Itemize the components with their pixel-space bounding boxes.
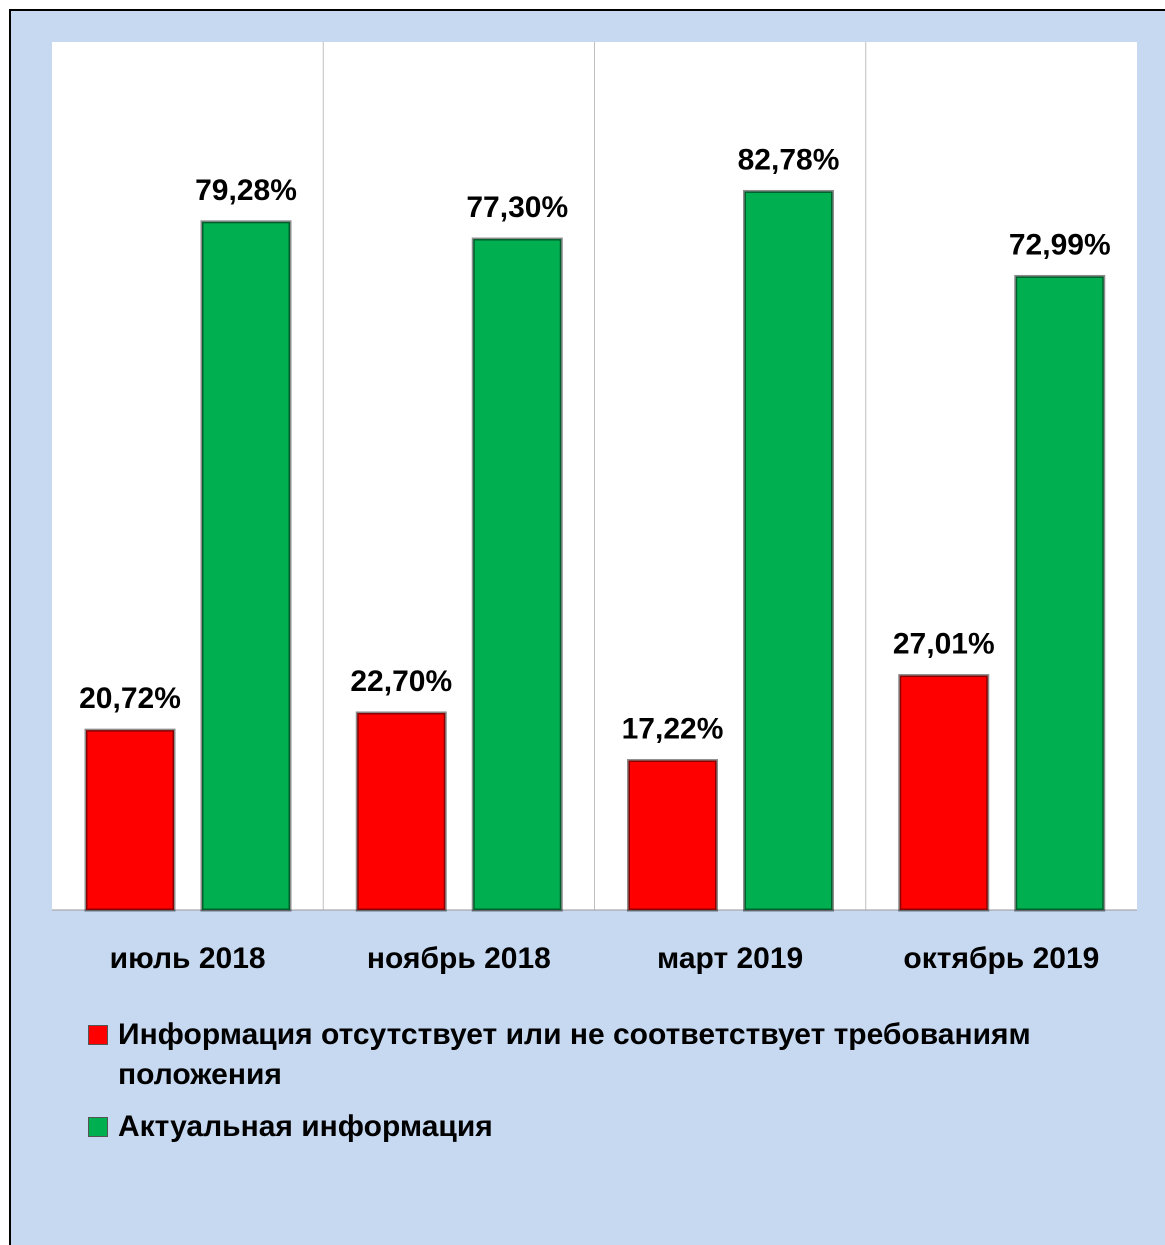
x-tick-label: март 2019 (657, 942, 803, 975)
legend-item: Информация отсутствует или не соответств… (88, 1015, 1128, 1095)
bar (84, 728, 176, 912)
data-label: 72,99% (1009, 228, 1111, 261)
data-label: 17,22% (622, 712, 724, 745)
legend-swatch (88, 1025, 108, 1045)
bar (200, 220, 292, 912)
legend: Информация отсутствует или не соответств… (88, 1015, 1128, 1159)
legend-label: Информация отсутствует или не соответств… (118, 1018, 1031, 1091)
bar (898, 674, 990, 912)
data-label: 82,78% (738, 143, 840, 176)
data-label: 22,70% (350, 665, 452, 698)
bar (1014, 274, 1106, 912)
data-label: 79,28% (195, 174, 297, 207)
data-label: 20,72% (79, 682, 181, 715)
legend-item: Актуальная информация (88, 1107, 1128, 1147)
x-tick-label: октябрь 2019 (903, 942, 1099, 975)
data-label: 77,30% (466, 191, 568, 224)
legend-swatch (88, 1117, 108, 1137)
bar (471, 237, 563, 912)
x-tick-label: июль 2018 (110, 942, 266, 975)
bar (743, 189, 834, 912)
bar (355, 711, 447, 912)
legend-label: Актуальная информация (118, 1110, 493, 1143)
bar (627, 759, 718, 912)
data-label: 27,01% (893, 627, 995, 660)
x-tick-label: ноябрь 2018 (367, 942, 551, 975)
